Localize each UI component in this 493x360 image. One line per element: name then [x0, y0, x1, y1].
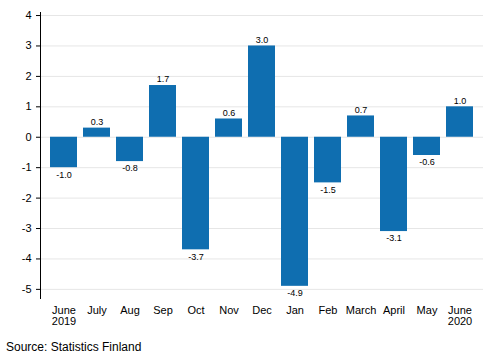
svg-text:2: 2 — [25, 70, 31, 82]
svg-text:0.6: 0.6 — [223, 108, 236, 118]
svg-text:0: 0 — [25, 131, 31, 143]
svg-text:-4: -4 — [22, 252, 32, 264]
svg-text:-1: -1 — [22, 161, 32, 173]
svg-text:May: May — [417, 304, 438, 316]
svg-text:March: March — [346, 304, 377, 316]
svg-text:-5: -5 — [22, 283, 32, 295]
svg-text:-1.5: -1.5 — [320, 185, 336, 195]
svg-text:April: April — [383, 304, 405, 316]
svg-text:-3: -3 — [22, 222, 32, 234]
svg-text:1: 1 — [25, 100, 31, 112]
svg-text:-2: -2 — [22, 192, 32, 204]
svg-text:Nov: Nov — [219, 304, 239, 316]
svg-text:3: 3 — [25, 39, 31, 51]
svg-text:-1.0: -1.0 — [56, 170, 72, 180]
svg-text:Jan: Jan — [286, 304, 304, 316]
svg-text:Feb: Feb — [319, 304, 338, 316]
svg-text:Aug: Aug — [120, 304, 140, 316]
svg-text:4: 4 — [25, 9, 31, 21]
html-text:Source: Statistics Finland: Source: Statistics Finland — [6, 340, 142, 354]
svg-text:0.3: 0.3 — [91, 117, 104, 127]
svg-text:June2020: June2020 — [448, 304, 472, 327]
svg-text:July: July — [87, 304, 107, 316]
svg-text:1.7: 1.7 — [157, 74, 170, 84]
svg-text:June2019: June2019 — [52, 304, 76, 327]
svg-text:1.0: 1.0 — [454, 96, 467, 106]
svg-text:-0.6: -0.6 — [419, 157, 435, 167]
svg-text:Sep: Sep — [153, 304, 173, 316]
svg-text:-4.9: -4.9 — [287, 288, 303, 298]
svg-text:-3.7: -3.7 — [188, 252, 204, 262]
svg-text:-3.1: -3.1 — [386, 233, 402, 243]
svg-text:3.0: 3.0 — [256, 35, 269, 45]
svg-text:0.7: 0.7 — [355, 105, 368, 115]
svg-text:-0.8: -0.8 — [122, 163, 138, 173]
svg-text:Dec: Dec — [252, 304, 272, 316]
svg-text:Oct: Oct — [187, 304, 204, 316]
